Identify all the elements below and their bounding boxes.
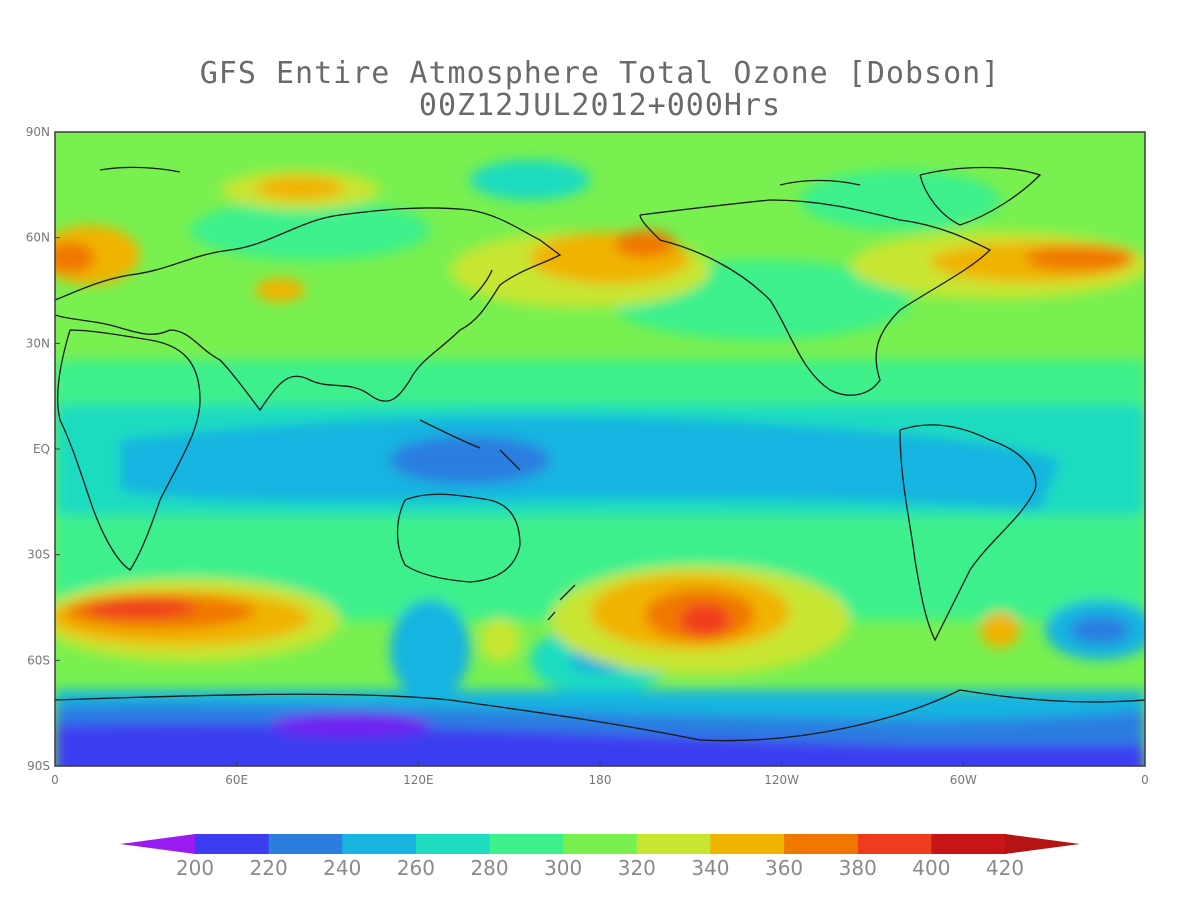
map-title: GFS Entire Atmosphere Total Ozone [Dobso… (199, 56, 1001, 91)
colorbar-label: 200 (175, 856, 215, 880)
equatorial-low (120, 416, 1060, 510)
lat-tick-label: 60N (26, 231, 50, 245)
map-subtitle: 00Z12JUL2012+000Hrs (418, 88, 782, 123)
maritime-low (390, 436, 550, 484)
colorbar-segment (857, 834, 932, 854)
lat-tick-label: 30N (26, 336, 50, 350)
nh-patch-4 (470, 160, 590, 200)
lon-tick-label: 0 (1141, 773, 1149, 787)
colorbar-segment (342, 834, 417, 854)
colorbar-segment (268, 834, 343, 854)
colorbar-segment (489, 834, 564, 854)
colorbar-segment (563, 834, 638, 854)
nh-patch-1 (190, 200, 430, 260)
colorbar-label: 360 (764, 856, 804, 880)
colorbar-label: 280 (470, 856, 509, 880)
colorbar-label: 320 (617, 856, 656, 880)
lat-tick-label: 30S (27, 548, 50, 562)
colorbar-label: 220 (249, 856, 288, 880)
lat-tick-label: 90N (26, 125, 50, 139)
nh-patch-3 (800, 170, 1000, 230)
colorbar-label: 240 (323, 856, 362, 880)
sh-high-3 (980, 612, 1020, 648)
coastlines (55, 166, 1145, 742)
longitude-axis: 0 60E 120E 180 120W 60W 0 (51, 761, 1149, 787)
nh-high-5 (255, 278, 305, 302)
lon-tick-label: 120W (764, 773, 799, 787)
lon-tick-label: 60W (950, 773, 977, 787)
lat-tick-label: 60S (27, 653, 50, 667)
colorbar-segment (784, 834, 859, 854)
latitude-axis: 90N 60N 30N EQ 30S 60S 90S (26, 125, 60, 773)
lon-tick-label: 180 (589, 773, 612, 787)
lat-tick-label: 90S (27, 759, 50, 773)
colorbar-label: 340 (691, 856, 730, 880)
lon-tick-label: 60E (225, 773, 248, 787)
lat-tick-label: EQ (33, 442, 50, 456)
colorbar-label: 400 (912, 856, 951, 880)
colorbar-segment (195, 834, 270, 854)
colorbar-segment (931, 834, 1006, 854)
colorbar (120, 834, 1080, 854)
colorbar-segment (710, 834, 785, 854)
colorbar-segment (636, 834, 711, 854)
colorbar-max-arrow (1005, 834, 1080, 854)
colorbar-label: 380 (838, 856, 877, 880)
colorbar-label: 260 (396, 856, 435, 880)
sh-low-1 (390, 600, 470, 700)
colorbar-label: 420 (985, 856, 1025, 880)
colorbar-label: 300 (544, 856, 583, 880)
lon-tick-label: 0 (51, 773, 59, 787)
colorbar-segment (415, 834, 491, 854)
colorbar-min-arrow (120, 834, 195, 854)
lon-tick-label: 120E (403, 773, 434, 787)
ozone-field (55, 132, 1145, 766)
